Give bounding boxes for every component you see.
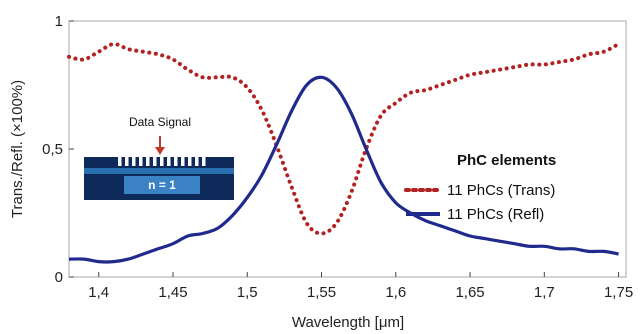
legend: PhC elements 11 PhCs (Trans) 11 PhCs (Re…	[404, 152, 556, 223]
inset-grating-tooth	[167, 157, 171, 166]
inset-grating-tooth	[118, 157, 122, 166]
x-tick-label: 1,6	[385, 284, 406, 301]
legend-label-trans: 11 PhCs (Trans)	[447, 182, 555, 199]
legend-title: PhC elements	[457, 152, 556, 169]
inset-data-signal-label: Data Signal	[129, 115, 191, 129]
inset-waveguide-diagram: Data Signal n = 1	[84, 115, 234, 200]
inset-grating-tooth	[174, 157, 178, 166]
x-tick-label: 1,4	[88, 284, 109, 301]
inset-grating-tooth	[132, 157, 136, 166]
series-line-refl	[68, 75, 619, 264]
series-line-trans	[67, 41, 621, 236]
y-tick-label: 0,5	[42, 141, 63, 158]
inset-arrow-head-icon	[155, 147, 165, 155]
inset-grating-tooth	[181, 157, 185, 166]
inset-grating-tooth	[139, 157, 143, 166]
inset-grating	[118, 157, 206, 166]
inset-grating-tooth	[188, 157, 192, 166]
inset-grating-tooth	[153, 157, 157, 166]
inset-grating-tooth	[125, 157, 129, 166]
x-tick-label: 1,65	[455, 284, 484, 301]
y-axis-title: Trans./Refl. (×100%)	[9, 80, 26, 218]
inset-grating-tooth	[146, 157, 150, 166]
x-axis-title: Wavelength [μm]	[292, 314, 404, 331]
plot-area	[67, 41, 621, 264]
x-tick-label: 1,45	[158, 284, 187, 301]
y-tick-label: 1	[55, 13, 63, 30]
inset-grating-tooth	[160, 157, 164, 166]
inset-medium-label: n = 1	[148, 178, 176, 192]
x-tick-label: 1,75	[604, 284, 633, 301]
x-tick-label: 1,5	[237, 284, 258, 301]
plot-frame	[68, 20, 627, 278]
inset-grating-tooth	[195, 157, 199, 166]
y-tick-label: 0	[55, 269, 63, 286]
inset-core-layer	[84, 168, 234, 174]
inset-medium-box	[124, 176, 200, 194]
x-tick-label: 1,7	[534, 284, 555, 301]
x-tick-label: 1,55	[307, 284, 336, 301]
axis-ticks: 1,4 1,45 1,5 1,55 1,6 1,65 1,7 1,75 0 0,5 1	[42, 13, 633, 301]
inset-grating-tooth	[202, 157, 206, 166]
legend-label-refl: 11 PhCs (Refl)	[447, 206, 544, 223]
